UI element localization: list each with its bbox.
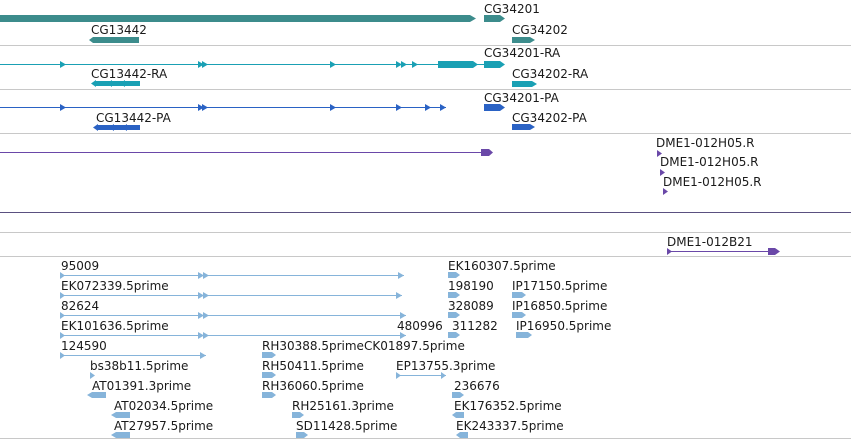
exon-marker — [198, 61, 204, 68]
cdna-label[interactable]: EK072339.5prime — [61, 279, 169, 293]
gene-label[interactable]: CG13442 — [91, 23, 147, 37]
exon-marker — [401, 61, 407, 68]
cdna-label[interactable]: 311282 — [452, 319, 498, 333]
cdna-label[interactable]: EK101636.5prime — [61, 319, 169, 333]
cdna-label[interactable]: EP13755.3prime — [396, 359, 496, 373]
exon-marker — [330, 61, 336, 68]
exon-marker — [60, 61, 66, 68]
est-label[interactable]: DME1-012B21 — [667, 235, 753, 249]
protein-cg13442-pa[interactable] — [98, 125, 140, 130]
cdna-label[interactable]: CK01897.5prime — [364, 339, 465, 353]
cdna-label[interactable]: 124590 — [61, 339, 107, 353]
cdna-label[interactable]: 328089 — [448, 299, 494, 313]
gene-label[interactable]: CG34201 — [484, 2, 540, 16]
cdna-label[interactable]: bs38b11.5prime — [90, 359, 189, 373]
est-label[interactable]: DME1-012H05.R — [660, 155, 759, 169]
cdna-label[interactable]: 236676 — [454, 379, 500, 393]
cdna-label[interactable]: 82624 — [61, 299, 100, 313]
cdna-label[interactable]: AT27957.5prime — [114, 419, 214, 433]
est-feature-marker[interactable] — [663, 188, 668, 195]
protein-cg34202-pa[interactable] — [512, 124, 530, 130]
est-feature-012b21-start[interactable] — [667, 248, 672, 255]
cdna-label[interactable]: SD11428.5prime — [296, 419, 398, 433]
protein-label[interactable]: CG13442-PA — [96, 111, 171, 125]
gene-track[interactable] — [0, 15, 535, 43]
cdna-label[interactable]: IP16850.5prime — [512, 299, 608, 313]
cdna-label[interactable]: EK243337.5prime — [456, 419, 564, 433]
transcript-track[interactable] — [0, 61, 537, 87]
gene-feature-cg34201-arrow[interactable] — [470, 15, 476, 22]
transcript-cg34201-ra-exon[interactable] — [438, 61, 473, 68]
est-feature-marker[interactable] — [660, 169, 665, 176]
cdna-label[interactable]: IP16950.5prime — [516, 319, 612, 333]
gene-feature-cg34201-span[interactable] — [0, 15, 470, 22]
protein-track[interactable] — [0, 104, 535, 131]
protein-label[interactable]: CG34201-PA — [484, 91, 559, 105]
est-track[interactable] — [0, 149, 780, 255]
cdna-label[interactable]: RH50411.5prime — [262, 359, 364, 373]
cdna-label[interactable]: IP17150.5prime — [512, 279, 608, 293]
est-feature-marker[interactable] — [657, 150, 662, 157]
est-label[interactable]: DME1-012H05.R — [663, 175, 762, 189]
transcript-cg13442-ra[interactable] — [96, 81, 140, 86]
gene-feature-cg34202[interactable] — [512, 37, 530, 43]
transcript-label[interactable]: CG34201-RA — [484, 46, 561, 60]
est-feature[interactable] — [481, 149, 489, 156]
cdna-label[interactable]: AT01391.3prime — [92, 379, 192, 393]
cdna-label[interactable]: RH30388.5prime — [262, 339, 364, 353]
cdna-label[interactable]: EK160307.5prime — [448, 259, 556, 273]
est-feature-012b21-end[interactable] — [768, 248, 775, 255]
exon-marker — [202, 61, 208, 68]
transcript-cg34201-ra-exon2[interactable] — [484, 61, 500, 68]
cdna-label[interactable]: 480996 — [397, 319, 443, 333]
transcript-label[interactable]: CG34202-RA — [512, 67, 589, 81]
cdna-label[interactable]: 95009 — [61, 259, 100, 273]
transcript-label[interactable]: CG13442-RA — [91, 67, 168, 81]
est-label[interactable]: DME1-012H05.R — [656, 136, 755, 150]
protein-cg34201-pa-exon[interactable] — [484, 104, 500, 111]
exon-marker — [412, 61, 418, 68]
cdna-label[interactable]: RH25161.3prime — [292, 399, 394, 413]
cdna-label[interactable]: 198190 — [448, 279, 494, 293]
cdna-label[interactable]: EK176352.5prime — [454, 399, 562, 413]
transcript-cg34202-ra[interactable] — [512, 81, 532, 87]
gene-feature-cg13442[interactable] — [93, 37, 139, 43]
protein-label[interactable]: CG34202-PA — [512, 111, 587, 125]
exon-marker — [396, 61, 402, 68]
gene-feature-cg34201-exon[interactable] — [484, 15, 500, 22]
track-dividers — [0, 45, 851, 439]
cdna-label[interactable]: RH36060.5prime — [262, 379, 364, 393]
cdna-track[interactable] — [60, 272, 532, 438]
gene-label[interactable]: CG34202 — [512, 23, 568, 37]
cdna-label[interactable]: AT02034.5prime — [114, 399, 214, 413]
